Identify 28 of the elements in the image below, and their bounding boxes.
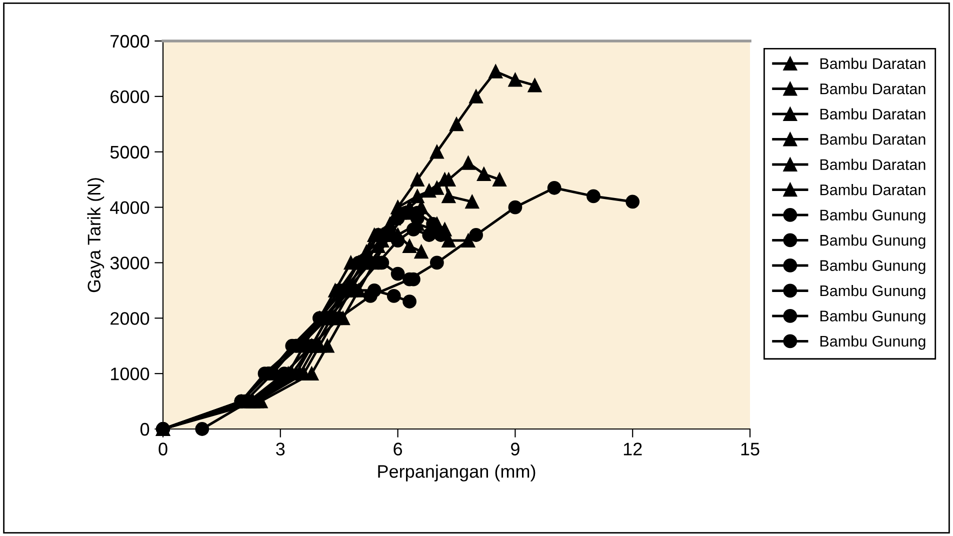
legend-label: Bambu Daratan — [820, 184, 926, 196]
legend-label: Bambu Gunung — [820, 234, 926, 249]
legend-label: Bambu Daratan — [820, 134, 926, 145]
legend-label: Bambu Gunung — [820, 335, 926, 350]
x-tick-label: 3 — [276, 442, 285, 456]
y-tick-label: 6000 — [110, 90, 150, 104]
x-tick-label: 15 — [741, 442, 760, 456]
x-tick-label: 12 — [624, 442, 642, 456]
legend-label: Bambu Daratan — [820, 58, 926, 70]
y-tick-label: 3000 — [110, 256, 150, 270]
y-tick-label: 7000 — [110, 34, 150, 48]
y-tick-label: 1000 — [111, 368, 150, 380]
legend-label: Bambu Gunung — [820, 209, 926, 224]
x-tick-label: 0 — [158, 442, 168, 456]
y-axis-title: Gaya Tarik (N) — [87, 178, 104, 292]
x-axis-title: Perpanjangan (mm) — [378, 464, 536, 482]
legend-label: Bambu Daratan — [820, 108, 926, 120]
x-tick-label: 9 — [511, 442, 520, 456]
legend-label: Bambu Gunung — [820, 284, 926, 300]
legend-label: Bambu Daratan — [820, 158, 926, 170]
legend-label: Bambu Gunung — [820, 310, 926, 324]
y-tick-label: 2000 — [110, 312, 150, 325]
x-tick-label: 6 — [394, 442, 402, 456]
legend-label: Bambu Daratan — [820, 83, 926, 94]
y-tick-label: 5000 — [110, 146, 150, 159]
legend-label: Bambu Gunung — [820, 260, 926, 274]
y-tick-label: 4000 — [110, 201, 150, 214]
y-tick-label: 0 — [140, 422, 150, 436]
